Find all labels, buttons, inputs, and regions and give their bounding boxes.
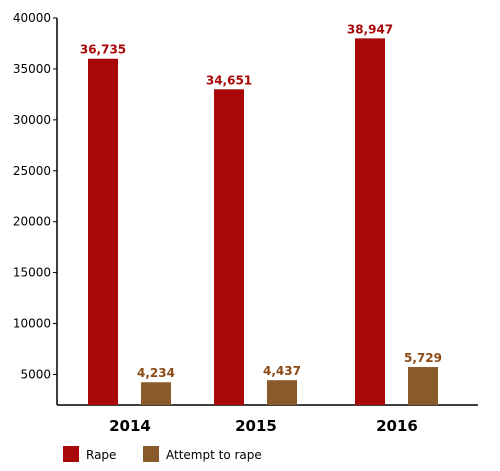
legend-label: Attempt to rape — [166, 448, 262, 462]
axes: 5000 10000 15000 20000 25000 30000 35000 40000 2… — [13, 11, 478, 435]
data-label: 36,735 — [80, 43, 126, 57]
bar-rape-2014 — [88, 58, 118, 405]
legend: Rape Attempt to rape — [63, 446, 262, 462]
y-tick-label: 20000 — [13, 215, 51, 229]
data-label: 4,234 — [137, 366, 175, 380]
bars — [88, 38, 438, 406]
legend-swatch — [63, 446, 79, 462]
bar-attempt-2015 — [267, 380, 297, 405]
x-category-label: 2015 — [235, 417, 277, 435]
legend-label: Rape — [86, 448, 116, 462]
bar-rape-2016 — [355, 38, 385, 406]
bar-attempt-2016 — [408, 367, 438, 405]
y-tick-label: 25000 — [13, 164, 51, 178]
y-tick-label: 40000 — [13, 11, 51, 25]
data-label: 5,729 — [404, 351, 442, 365]
y-tick-label: 35000 — [13, 62, 51, 76]
y-tick-label: 15000 — [13, 266, 51, 280]
data-label: 4,437 — [263, 364, 301, 378]
x-category-label: 2016 — [376, 417, 418, 435]
y-tick-label: 5000 — [20, 367, 51, 381]
data-label: 38,947 — [347, 22, 393, 36]
y-tick-label: 10000 — [13, 317, 51, 331]
legend-swatch — [143, 446, 159, 462]
y-tick-label: 30000 — [13, 113, 51, 127]
bar-attempt-2014 — [141, 382, 171, 405]
bar-rape-2015 — [214, 89, 244, 405]
data-labels: 36,735 4,234 34,651 4,437 38,947 5,729 — [80, 22, 442, 380]
data-label: 34,651 — [206, 73, 252, 87]
x-category-label: 2014 — [109, 417, 151, 435]
